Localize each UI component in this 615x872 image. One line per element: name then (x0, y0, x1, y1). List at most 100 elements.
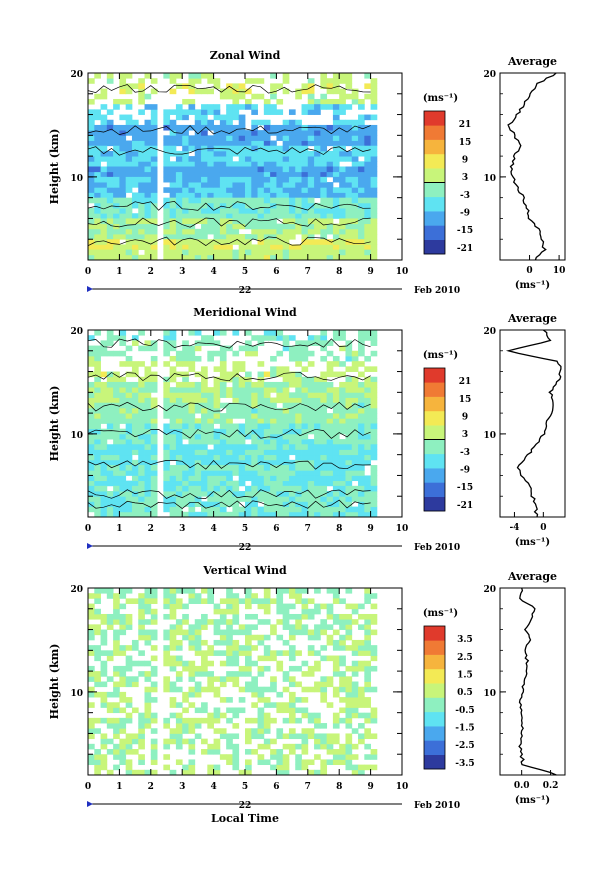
heatmap-cell (88, 439, 95, 445)
heatmap-cell (364, 355, 371, 362)
heatmap-cell (138, 454, 145, 461)
heatmap-cell (150, 361, 158, 367)
heatmap-cell (351, 130, 359, 136)
heatmap-cell (113, 480, 120, 487)
heatmap-cell (332, 135, 340, 141)
heatmap-cell (182, 691, 189, 698)
heatmap-cell (364, 428, 371, 435)
heatmap-cell (326, 423, 334, 430)
heatmap-cell (207, 743, 214, 750)
heatmap-cell (245, 407, 252, 414)
heatmap-cell (144, 686, 152, 693)
heatmap-cell (188, 665, 196, 672)
heatmap-cell (238, 124, 246, 131)
heatmap-cell (251, 135, 258, 141)
heatmap-cell (370, 619, 378, 625)
heatmap-cell (263, 511, 271, 518)
heatmap-cell (94, 397, 101, 404)
heatmap-cell (100, 223, 108, 230)
heatmap-cell (138, 330, 145, 336)
heatmap-cell (301, 588, 309, 594)
heatmap-cell (276, 480, 284, 487)
day-label: 22 (239, 543, 252, 553)
heatmap-cell (251, 728, 258, 734)
heatmap-cell (364, 624, 371, 630)
heatmap-cell (106, 171, 114, 178)
heatmap-cell (301, 392, 309, 398)
heatmap-cell (364, 381, 371, 388)
heatmap-cell (213, 249, 221, 256)
heatmap-cell (113, 511, 120, 518)
heatmap-cell (351, 454, 359, 461)
heatmap-cell (370, 244, 378, 251)
heatmap-cell (163, 439, 171, 445)
heatmap-cell (358, 145, 365, 152)
heatmap-cell (94, 244, 101, 251)
heatmap-cell (245, 588, 252, 594)
heatmap-cell (113, 598, 120, 604)
heatmap-cell (358, 361, 365, 367)
heatmap-cell (144, 371, 152, 378)
colorbar-tick-label: -3 (460, 448, 470, 458)
colorbar-segment (424, 726, 445, 741)
heatmap-cell (94, 187, 101, 193)
heatmap-cell (106, 392, 114, 398)
heatmap-cell (194, 135, 202, 141)
heatmap-cell (106, 769, 114, 776)
heatmap-cell (131, 135, 139, 141)
average-x-tick-label: 0.2 (543, 781, 559, 791)
heatmap-cell (88, 603, 95, 610)
heatmap-cell (144, 244, 152, 251)
heatmap-cell (100, 140, 108, 147)
colorbar: (ms⁻¹)3.52.51.50.5-0.5-1.5-2.5-3.5 (423, 608, 475, 770)
heatmap-cell (169, 475, 177, 482)
heatmap-cell (270, 355, 277, 362)
heatmap-cell (270, 470, 277, 476)
heatmap-cell (169, 202, 177, 209)
heatmap-cell (194, 433, 202, 440)
heatmap-cell (163, 738, 171, 745)
heatmap-cell (288, 588, 296, 594)
heatmap-cell (188, 182, 196, 188)
heatmap-cell (358, 613, 365, 620)
heatmap-cell (119, 350, 127, 357)
heatmap-cell (226, 624, 233, 630)
heatmap-cell (358, 335, 365, 341)
heatmap-cell (345, 166, 353, 173)
heatmap-cell (295, 433, 302, 440)
heatmap-cell (270, 480, 277, 487)
heatmap-cell (307, 613, 315, 620)
heatmap-cell (113, 454, 120, 461)
heatmap-cell (276, 454, 284, 461)
heatmap-cell (358, 104, 365, 110)
heatmap-cell (320, 428, 328, 435)
heatmap-cell (245, 624, 252, 630)
heatmap-cell (351, 171, 359, 178)
heatmap-cell (94, 433, 101, 440)
heatmap-cell (307, 387, 315, 393)
heatmap-cell (276, 223, 284, 230)
heatmap-cell (213, 202, 221, 209)
heatmap-cell (150, 150, 158, 157)
heatmap-cell (163, 124, 171, 131)
heatmap-cell (263, 485, 271, 492)
heatmap-cell (182, 223, 189, 230)
heatmap-cell (175, 459, 183, 466)
heatmap-cell (144, 465, 152, 471)
heatmap-cell (301, 480, 309, 487)
heatmap-cell (257, 187, 265, 193)
heatmap-cell (119, 381, 127, 388)
heatmap-cell (182, 254, 189, 261)
heatmap-cell (194, 665, 202, 672)
heatmap-cell (332, 511, 340, 518)
heatmap-cell (188, 78, 196, 84)
heatmap-cell (263, 197, 271, 204)
contour-line (87, 401, 371, 412)
average-y-tick-label: 20 (483, 585, 496, 595)
heatmap-cell (263, 187, 271, 193)
heatmap-cell (131, 639, 139, 646)
heatmap-cell (282, 345, 290, 352)
heatmap-cell (119, 249, 127, 256)
heatmap-cell (251, 161, 258, 167)
heatmap-cell (251, 234, 258, 240)
